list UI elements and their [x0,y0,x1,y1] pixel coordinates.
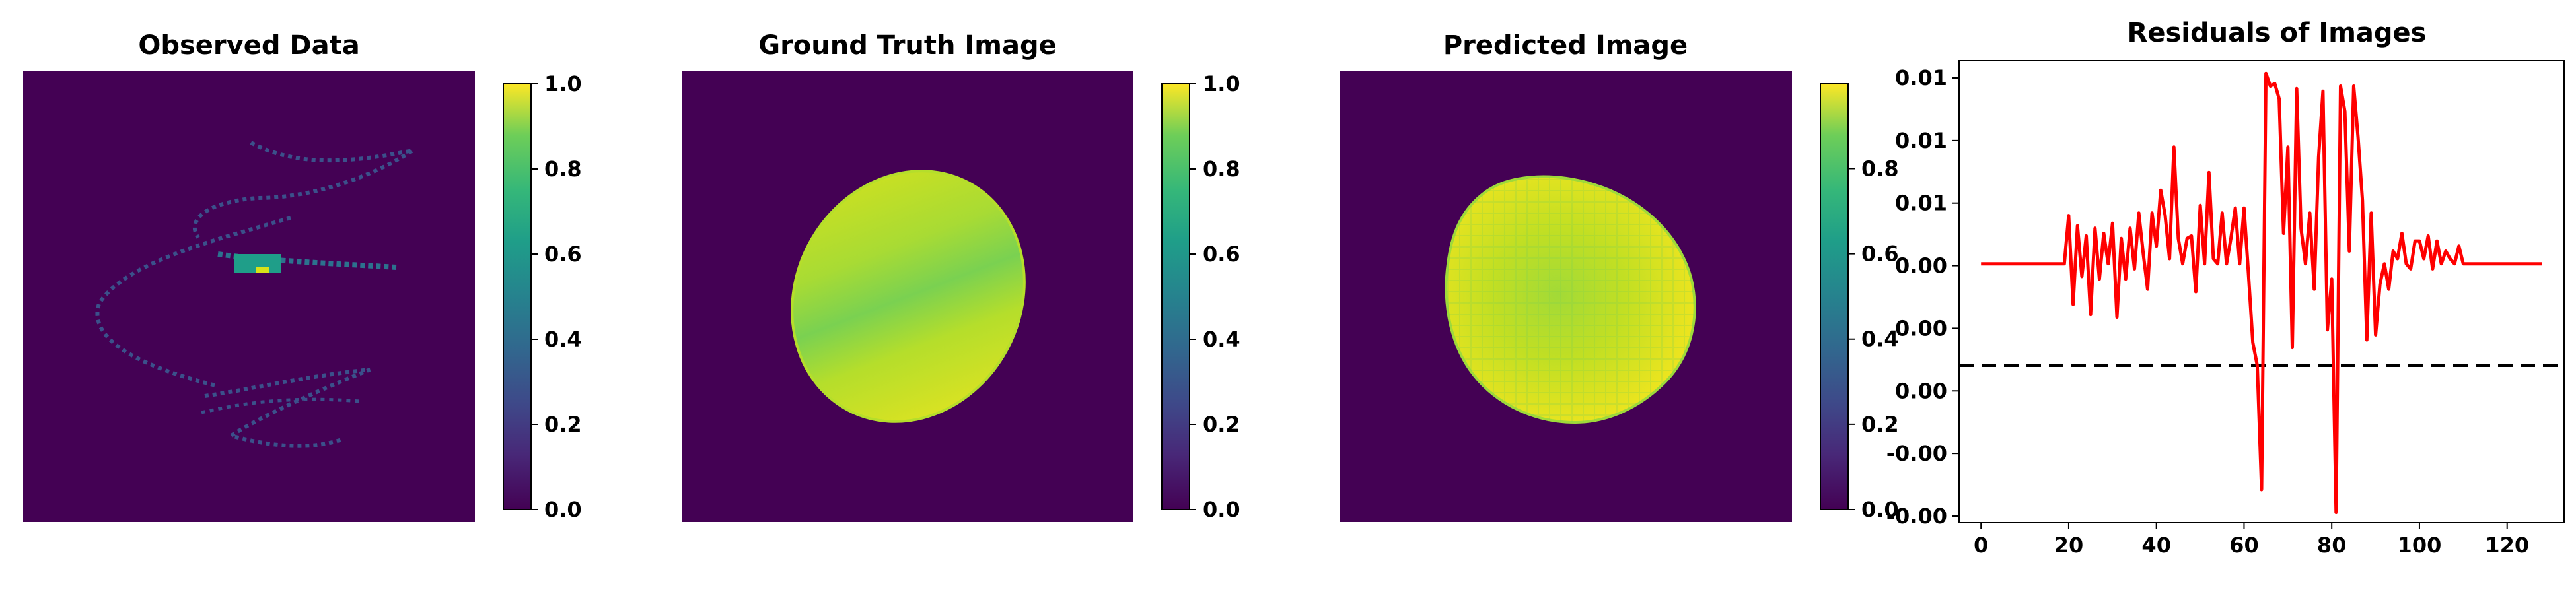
observed-colorbar-tick-label: 0.2 [544,412,582,437]
panel-ground-truth: Ground Truth Image 0.0 0.2 0.4 0.6 0.8 1.0 [682,30,1240,522]
residuals-x-tick-label: 120 [2485,533,2529,558]
ground-truth-colorbar-tick-label: 0.2 [1203,412,1240,437]
panel-observed: Observed Data 0.0 0.2 0.4 0.6 0.8 1.0 [23,30,582,522]
observed-trace-lower [204,368,371,448]
residuals-x-tick-label: 100 [2398,533,2442,558]
predicted-grid-texture [1446,176,1695,422]
predicted-colorbar-tick-label: 0.8 [1861,156,1899,181]
panel-residuals: Residuals of Images 0 20 40 60 80 100 120 -0.00… [1886,18,2565,558]
predicted-colorbar-tick-label: 0.0 [1861,497,1899,522]
predicted-colorbar-ticks: 0.0 0.2 0.4 0.6 0.8 [1848,156,1899,522]
observed-colorbar-tick-label: 0.4 [544,327,582,352]
predicted-colorbar-tick-label: 0.2 [1861,412,1899,437]
observed-sinogram-traces [95,141,414,448]
residuals-y-tick-label: 0.00 [1895,378,1947,403]
observed-image [23,71,475,522]
residuals-x-tick-label: 80 [2317,533,2347,558]
ground-truth-colorbar-tick-label: 0.8 [1203,156,1240,182]
ground-truth-ellipse [791,170,1026,423]
predicted-colorbar: 0.0 0.2 0.4 0.6 0.8 [1820,83,1899,522]
observed-colorbar-gradient [503,83,532,510]
ground-truth-colorbar-tick-label: 0.4 [1203,327,1240,352]
panel-ground-truth-title: Ground Truth Image [758,30,1056,61]
observed-colorbar-tick-label: 0.6 [544,242,582,267]
observed-colorbar-tick-label: 0.8 [544,156,582,182]
residuals-x-tick-label: 40 [2141,533,2171,558]
observed-colorbar-tick-label: 0.0 [544,497,582,522]
residuals-series-line [1981,71,2542,515]
residuals-axes: 0 20 40 60 80 100 120 -0.00 -0.00 0.00 0.00 0.00 0.0… [1886,65,2529,558]
residuals-x-tick-label: 20 [2054,533,2084,558]
residuals-y-tick-label: 0.01 [1895,65,1947,90]
residuals-x-tick-label: 0 [1974,533,1988,558]
residuals-series-group [1981,71,2542,515]
residuals-y-tick-label: 0.00 [1895,253,1947,279]
observed-colorbar-ticks: 0.0 0.2 0.4 0.6 0.8 1.0 [531,71,582,522]
predicted-colorbar-tick-label: 0.6 [1861,242,1899,267]
residuals-y-tick-label: 0.00 [1895,315,1947,341]
residuals-y-tick-label: 0.01 [1895,191,1947,216]
ground-truth-colorbar: 0.0 0.2 0.4 0.6 0.8 1.0 [1161,71,1240,522]
observed-colorbar: 0.0 0.2 0.4 0.6 0.8 1.0 [503,71,582,522]
ground-truth-colorbar-gradient [1161,83,1190,510]
predicted-colorbar-tick-label: 0.4 [1861,327,1899,352]
residuals-y-tick-label: -0.00 [1886,441,1947,466]
ground-truth-colorbar-ticks: 0.0 0.2 0.4 0.6 0.8 1.0 [1190,71,1240,522]
residuals-plot-frame [1958,60,2565,523]
residuals-y-tick-label: 0.01 [1895,128,1947,153]
ground-truth-colorbar-tick-label: 0.6 [1203,242,1240,267]
panel-observed-title: Observed Data [138,30,359,61]
panel-predicted-title: Predicted Image [1443,30,1688,61]
residuals-chart-title: Residuals of Images [2128,18,2427,48]
panel-predicted: Predicted Image 0.0 0.2 0.4 0.6 0.8 [1340,30,1899,522]
ground-truth-colorbar-tick-label: 1.0 [1203,71,1240,96]
observed-trace-upper [192,141,414,239]
ground-truth-colorbar-tick-label: 0.0 [1203,497,1240,522]
observed-brightest-pixel [256,267,269,273]
observed-trace-lower2 [201,397,361,414]
observed-colorbar-tick-label: 1.0 [544,71,582,96]
predicted-colorbar-gradient [1820,83,1849,510]
residuals-x-tick-label: 60 [2229,533,2259,558]
residuals-y-tick-label: -0.00 [1886,504,1947,529]
